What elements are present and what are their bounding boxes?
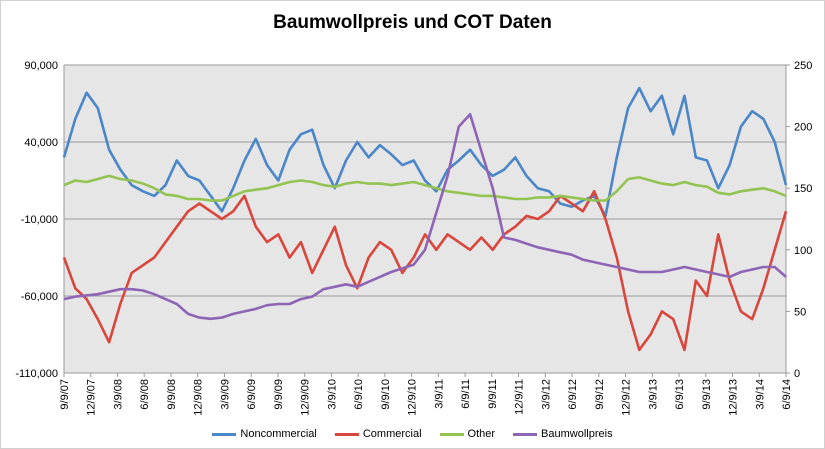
- x-tick-label: 12/9/12: [621, 379, 633, 416]
- left-y-tick-label: -110,000: [15, 368, 58, 380]
- x-tick-label: 9/9/08: [166, 379, 178, 410]
- x-tick-label: 6/9/11: [460, 379, 472, 409]
- legend-label: Commercial: [362, 428, 422, 440]
- right-y-tick-label: 200: [794, 122, 812, 134]
- x-tick-label: 3/9/13: [647, 379, 659, 410]
- series-lines: [62, 86, 788, 352]
- left-y-tick-label: 40,000: [24, 137, 58, 149]
- x-tick-label: 9/9/10: [380, 379, 392, 410]
- legend-label: Other: [467, 428, 496, 440]
- left-y-tick-label: -60,000: [21, 291, 58, 303]
- right-y-tick-label: 150: [794, 183, 812, 195]
- left-y-tick-label: 90,000: [24, 60, 58, 72]
- x-tick-label: 12/9/07: [86, 379, 98, 416]
- x-tick-label: 3/9/09: [219, 379, 231, 410]
- x-tick-label: 6/9/14: [781, 379, 793, 410]
- x-tick-label: 3/9/08: [112, 379, 124, 410]
- left-y-tick-label: -10,000: [21, 214, 58, 226]
- x-tick-label: 9/9/12: [594, 379, 606, 410]
- x-tick-label: 12/9/08: [193, 379, 205, 416]
- legend-swatch: [513, 432, 538, 436]
- legend-item: Commercial: [334, 428, 422, 440]
- x-tick-label: 9/9/11: [487, 379, 499, 409]
- right-y-tick-label: 250: [794, 60, 812, 72]
- x-tick-label: 3/9/11: [433, 379, 445, 409]
- x-tick-label: 12/9/10: [407, 379, 419, 416]
- legend-label: Noncommercial: [240, 428, 317, 440]
- right-y-tick-label: 0: [794, 368, 800, 380]
- series-line-noncommercial: [62, 86, 788, 218]
- legend-label: Baumwollpreis: [541, 428, 613, 440]
- x-tick-label: 6/9/09: [246, 379, 258, 410]
- x-tick-label: 3/9/12: [540, 379, 552, 410]
- series-line-other: [63, 174, 787, 202]
- x-tick-label: 12/9/13: [728, 379, 740, 416]
- right-y-tick-label: 50: [794, 306, 806, 318]
- x-tick-label: 9/9/13: [701, 379, 713, 410]
- x-tick-label: 3/9/10: [326, 379, 338, 410]
- x-tick-label: 6/9/08: [139, 379, 151, 410]
- series-line-commercial: [62, 190, 788, 352]
- legend-swatch: [334, 432, 359, 436]
- right-y-tick-label: 100: [794, 245, 812, 257]
- legend-swatch: [212, 432, 237, 436]
- x-tick-label: 6/9/13: [674, 379, 686, 410]
- grid-lines: [64, 64, 786, 374]
- x-tick-label: 9/9/07: [59, 379, 71, 410]
- x-axis-ticks: 9/9/07 12/9/07 3/9/08 6/9/08 9/9/08 12/9/08 3/…: [59, 373, 793, 416]
- chart-legend: Noncommercial Commercial Other Baumwollprei…: [0, 428, 825, 440]
- x-tick-label: 3/9/14: [754, 379, 766, 410]
- legend-item: Noncommercial: [212, 428, 317, 440]
- right-y-axis-ticks: 250 200 150 100 50 0: [785, 60, 812, 380]
- x-tick-label: 6/9/10: [353, 379, 365, 410]
- x-tick-label: 12/9/09: [300, 379, 312, 416]
- x-tick-label: 6/9/12: [567, 379, 579, 410]
- chart-title: Baumwollpreis und COT Daten: [273, 12, 552, 33]
- x-tick-label: 12/9/11: [514, 379, 526, 415]
- x-tick-label: 9/9/09: [273, 379, 285, 410]
- left-y-axis-ticks: 90,000 40,000 -10,000 -60,000 -110,000: [15, 60, 65, 380]
- legend-item: Other: [439, 428, 496, 440]
- legend-swatch: [439, 432, 464, 436]
- legend-item: Baumwollpreis: [513, 428, 613, 440]
- series-line-baumwollpreis: [63, 113, 787, 321]
